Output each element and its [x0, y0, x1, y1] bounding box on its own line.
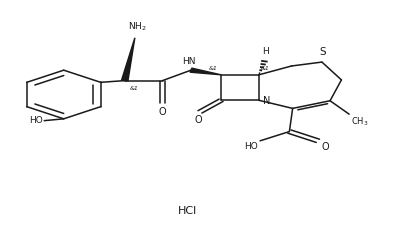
Text: HO: HO	[244, 142, 258, 151]
Polygon shape	[122, 38, 135, 81]
Text: NH$_2$: NH$_2$	[128, 20, 146, 33]
Text: S: S	[320, 47, 326, 57]
Text: HCl: HCl	[178, 206, 197, 216]
Text: H: H	[262, 47, 269, 56]
Text: O: O	[194, 115, 202, 125]
Text: HO: HO	[29, 116, 43, 125]
Text: N: N	[263, 96, 271, 106]
Text: HN: HN	[182, 57, 196, 66]
Text: CH$_3$: CH$_3$	[351, 115, 369, 128]
Text: O: O	[322, 142, 330, 152]
Text: O: O	[159, 107, 166, 117]
Text: &1: &1	[130, 86, 138, 91]
Text: &1: &1	[209, 66, 218, 71]
Text: &1: &1	[261, 66, 270, 71]
Polygon shape	[190, 68, 221, 75]
